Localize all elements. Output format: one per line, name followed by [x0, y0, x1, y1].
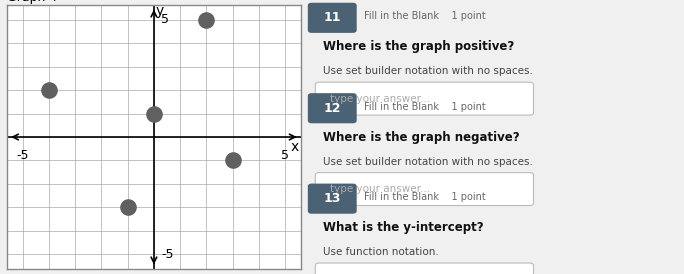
Text: 5: 5 [281, 149, 289, 162]
Text: Where is the graph negative?: Where is the graph negative? [323, 130, 519, 144]
Text: What is the y-intercept?: What is the y-intercept? [323, 221, 484, 234]
Text: type your answer...: type your answer... [330, 94, 430, 104]
FancyBboxPatch shape [315, 173, 534, 206]
FancyBboxPatch shape [308, 3, 357, 33]
Text: x: x [290, 140, 298, 154]
Text: 5: 5 [161, 13, 169, 26]
Text: Use function notation.: Use function notation. [323, 247, 438, 257]
Text: 12: 12 [324, 102, 341, 115]
Text: Graph 4: Graph 4 [7, 0, 57, 4]
Text: Use set builder notation with no spaces.: Use set builder notation with no spaces. [323, 157, 533, 167]
FancyBboxPatch shape [315, 82, 534, 115]
Text: Where is the graph positive?: Where is the graph positive? [323, 40, 514, 53]
Point [201, 17, 212, 22]
Text: 11: 11 [324, 11, 341, 24]
Text: -5: -5 [161, 248, 174, 261]
Point [122, 205, 133, 210]
FancyBboxPatch shape [308, 184, 357, 214]
Text: type your answer...: type your answer... [330, 184, 430, 194]
FancyBboxPatch shape [315, 263, 534, 274]
Text: Use set builder notation with no spaces.: Use set builder notation with no spaces. [323, 66, 533, 76]
Text: Fill in the Blank    1 point: Fill in the Blank 1 point [364, 102, 486, 112]
Point [227, 158, 238, 163]
Point [43, 88, 54, 92]
Point [148, 111, 159, 116]
FancyBboxPatch shape [308, 93, 357, 123]
Text: y: y [155, 4, 163, 18]
Text: 13: 13 [324, 192, 341, 205]
Text: Fill in the Blank    1 point: Fill in the Blank 1 point [364, 192, 486, 202]
Text: -5: -5 [16, 149, 29, 162]
Text: Fill in the Blank    1 point: Fill in the Blank 1 point [364, 12, 486, 21]
